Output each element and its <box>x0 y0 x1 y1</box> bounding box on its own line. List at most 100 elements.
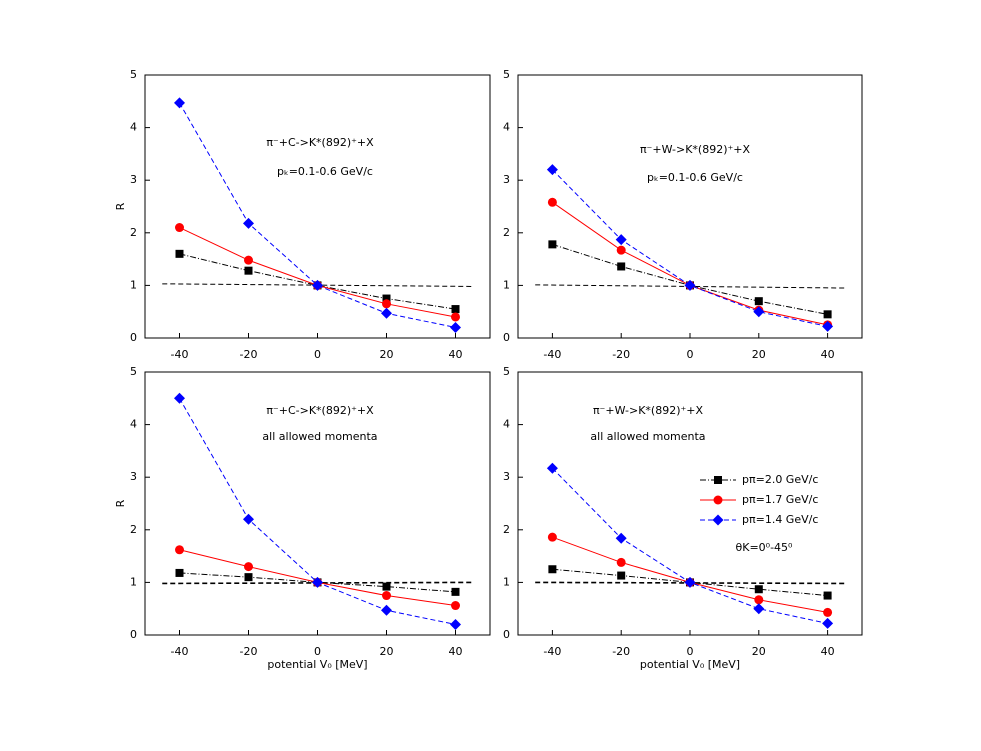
y-tick-label: 4 <box>130 418 137 431</box>
marker <box>616 557 626 567</box>
y-tick-label: 1 <box>130 575 137 588</box>
x-tick-label: 20 <box>752 645 766 658</box>
series-line <box>179 572 456 593</box>
y-axis-label: R <box>114 499 127 507</box>
legend-label: pπ=2.0 GeV/c <box>742 473 818 486</box>
y-tick-label: 2 <box>130 523 137 536</box>
marker <box>754 595 764 605</box>
legend-label: pπ=1.4 GeV/c <box>742 513 818 526</box>
marker <box>823 607 833 617</box>
marker <box>243 217 254 229</box>
annotation: all allowed momenta <box>262 430 377 443</box>
marker <box>548 240 557 249</box>
marker <box>753 603 765 615</box>
marker <box>244 573 253 582</box>
annotation: π⁻+C->K*(892)⁺+X <box>266 404 374 417</box>
x-tick-label: -40 <box>171 348 189 361</box>
marker <box>822 617 834 629</box>
y-axis-label: R <box>114 202 127 210</box>
marker <box>312 279 323 291</box>
x-tick-label: 40 <box>821 348 835 361</box>
marker <box>175 249 184 258</box>
marker <box>753 306 765 318</box>
marker <box>450 321 461 333</box>
marker <box>548 565 557 574</box>
y-tick-label: 3 <box>503 173 510 186</box>
marker <box>546 462 558 474</box>
annotation: θK=0⁰-45⁰ <box>736 541 794 554</box>
y-tick-label: 4 <box>503 121 510 134</box>
marker <box>547 197 557 207</box>
annotation: π⁻+W->K*(892)⁺+X <box>640 143 751 156</box>
y-tick-label: 5 <box>130 68 137 81</box>
x-tick-label: 20 <box>380 645 394 658</box>
marker <box>174 392 185 404</box>
y-tick-label: 1 <box>503 575 510 588</box>
series-line <box>179 102 456 328</box>
legend-marker <box>713 495 723 505</box>
series-line <box>179 253 456 310</box>
marker <box>451 601 460 611</box>
marker <box>684 576 696 588</box>
marker <box>382 299 391 309</box>
marker <box>381 604 392 616</box>
marker <box>754 297 763 306</box>
marker <box>684 279 696 291</box>
marker <box>617 571 626 580</box>
marker <box>175 223 184 233</box>
marker <box>450 618 461 630</box>
marker <box>244 562 253 572</box>
y-tick-label: 1 <box>503 278 510 291</box>
legend-label: pπ=1.7 GeV/c <box>742 493 818 506</box>
y-tick-label: 1 <box>130 278 137 291</box>
x-tick-label: -20 <box>612 348 630 361</box>
plot-frame <box>517 74 863 339</box>
annotation: π⁻+W->K*(892)⁺+X <box>593 404 704 417</box>
marker <box>174 97 185 109</box>
x-tick-label: 0 <box>687 645 694 658</box>
marker <box>382 591 391 601</box>
marker <box>244 255 253 265</box>
y-tick-label: 5 <box>130 365 137 378</box>
marker <box>381 307 392 319</box>
legend-marker <box>714 476 722 484</box>
plot-frame <box>144 74 491 339</box>
x-tick-label: 0 <box>314 645 321 658</box>
marker <box>175 545 184 555</box>
x-tick-label: -20 <box>240 645 258 658</box>
annotation: π⁻+C->K*(892)⁺+X <box>266 136 374 149</box>
x-tick-label: -40 <box>171 645 189 658</box>
marker <box>382 582 391 591</box>
legend-marker <box>712 514 724 526</box>
marker <box>244 266 253 275</box>
y-tick-label: 0 <box>503 628 510 641</box>
marker <box>822 320 834 332</box>
marker <box>382 294 391 303</box>
x-axis-label: potential V₀ [MeV] <box>640 658 740 671</box>
x-tick-label: -20 <box>612 645 630 658</box>
x-tick-label: 20 <box>380 348 394 361</box>
y-tick-label: 0 <box>503 331 510 344</box>
marker <box>547 532 557 542</box>
series-line <box>179 227 456 318</box>
x-tick-label: 40 <box>449 348 463 361</box>
x-tick-label: -40 <box>543 645 561 658</box>
marker <box>451 312 460 322</box>
marker <box>615 234 627 246</box>
series-line <box>552 169 828 327</box>
annotation: pₖ=0.1-0.6 GeV/c <box>277 165 373 178</box>
marker <box>823 310 832 319</box>
x-tick-label: -40 <box>543 348 561 361</box>
series-line <box>552 243 828 315</box>
y-tick-label: 3 <box>130 173 137 186</box>
marker <box>451 587 460 596</box>
marker <box>616 245 626 255</box>
y-tick-label: 3 <box>503 470 510 483</box>
y-tick-label: 0 <box>130 331 137 344</box>
marker <box>312 576 323 588</box>
x-tick-label: 0 <box>314 348 321 361</box>
annotation: pₖ=0.1-0.6 GeV/c <box>647 171 743 184</box>
marker <box>823 591 832 600</box>
marker <box>546 164 558 176</box>
